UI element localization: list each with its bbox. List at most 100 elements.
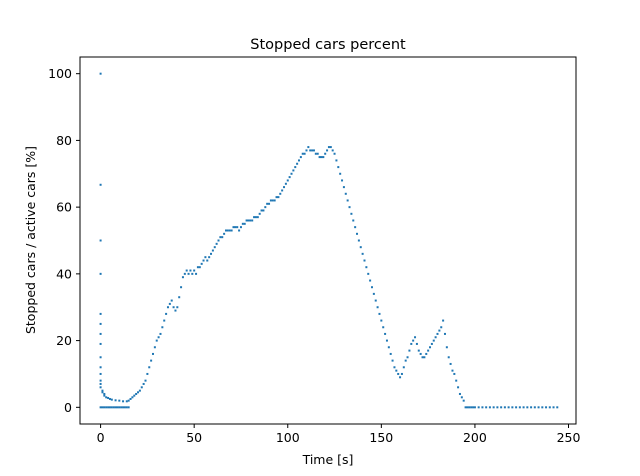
data-point — [458, 392, 461, 395]
data-point — [198, 266, 201, 269]
data-point — [159, 332, 162, 335]
x-tick-label: 250 — [557, 430, 581, 445]
data-point — [101, 406, 104, 409]
data-point — [397, 372, 400, 375]
data-point — [118, 399, 121, 402]
data-point — [224, 229, 227, 232]
data-point — [213, 246, 216, 249]
data-point — [187, 272, 190, 275]
data-point — [234, 226, 237, 229]
data-point — [507, 406, 510, 409]
data-point — [196, 266, 199, 269]
data-point — [309, 149, 312, 152]
data-point — [254, 216, 257, 219]
data-point — [137, 391, 140, 394]
data-point — [370, 286, 373, 289]
data-point — [178, 296, 181, 299]
data-point — [118, 406, 121, 409]
data-point — [427, 349, 430, 352]
data-point — [359, 246, 362, 249]
data-point — [292, 169, 295, 172]
data-point — [189, 269, 192, 272]
data-point — [133, 394, 136, 397]
data-point — [464, 406, 467, 409]
y-tick-label: 80 — [56, 133, 72, 148]
data-point — [533, 406, 536, 409]
data-point — [395, 369, 398, 372]
y-axis-label: Stopped cars / active cars [%] — [23, 146, 38, 334]
data-point — [455, 379, 458, 382]
data-point — [297, 159, 300, 162]
data-point — [399, 376, 402, 379]
data-point — [406, 356, 409, 359]
data-point — [391, 359, 394, 362]
data-point — [185, 269, 188, 272]
data-point — [202, 259, 205, 262]
data-point — [204, 256, 207, 259]
data-point — [378, 312, 381, 315]
data-point — [268, 202, 271, 205]
data-point — [269, 199, 272, 202]
data-point — [477, 406, 480, 409]
data-point — [408, 349, 411, 352]
data-point — [223, 232, 226, 235]
data-point — [181, 276, 184, 279]
data-point — [120, 406, 123, 409]
data-point — [303, 152, 306, 155]
data-point — [376, 306, 379, 309]
data-point — [369, 279, 372, 282]
x-tick-label: 0 — [97, 430, 105, 445]
data-point — [103, 392, 106, 395]
data-point — [305, 149, 308, 152]
data-point — [404, 359, 407, 362]
data-point — [286, 179, 289, 182]
data-point — [142, 382, 145, 385]
data-point — [107, 406, 110, 409]
data-point — [107, 396, 110, 399]
data-point — [99, 312, 102, 315]
data-point — [457, 386, 460, 389]
x-tick-label: 50 — [186, 430, 202, 445]
data-points — [99, 72, 559, 409]
data-point — [447, 356, 450, 359]
data-point — [125, 406, 128, 409]
data-point — [331, 149, 334, 152]
data-point — [264, 206, 267, 209]
data-point — [473, 406, 476, 409]
data-point — [380, 319, 383, 322]
data-point — [410, 342, 413, 345]
data-point — [318, 156, 321, 159]
data-point — [228, 229, 231, 232]
data-point — [243, 222, 246, 225]
data-point — [541, 406, 544, 409]
data-point — [438, 329, 441, 332]
data-point — [434, 336, 437, 339]
data-point — [449, 362, 452, 365]
data-point — [363, 259, 366, 262]
data-point — [110, 406, 113, 409]
data-point — [503, 406, 506, 409]
data-point — [425, 352, 428, 355]
data-point — [460, 396, 463, 399]
data-point — [193, 269, 196, 272]
data-point — [320, 156, 323, 159]
data-point — [389, 352, 392, 355]
data-point — [112, 406, 115, 409]
data-point — [387, 346, 390, 349]
data-point — [99, 272, 102, 275]
x-axis-label: Time [s] — [302, 452, 354, 467]
data-point — [481, 406, 484, 409]
data-point — [166, 306, 169, 309]
data-point — [402, 366, 405, 369]
data-point — [365, 266, 368, 269]
data-point — [183, 272, 186, 275]
data-point — [138, 389, 141, 392]
data-point — [135, 392, 138, 395]
data-point — [468, 406, 471, 409]
data-point — [174, 309, 177, 312]
data-point — [445, 346, 448, 349]
data-point — [515, 406, 518, 409]
data-point — [219, 236, 222, 239]
